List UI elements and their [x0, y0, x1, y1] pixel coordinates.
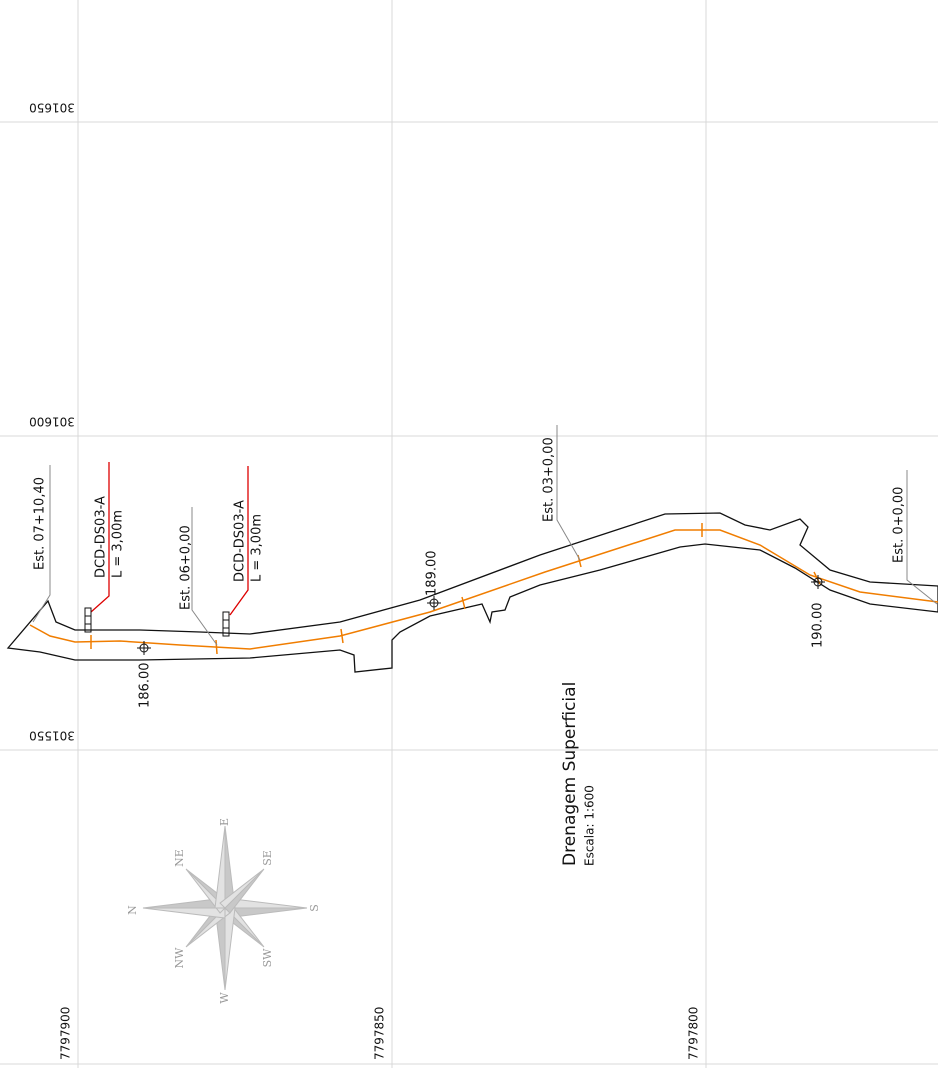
easting-label: 7797900 — [59, 1007, 73, 1060]
scale: Escala: 1:600 — [583, 785, 597, 866]
compass-label: NW — [173, 947, 186, 969]
annotation: Est. 03+0,00 — [542, 437, 557, 522]
easting-label: 7797850 — [373, 1007, 387, 1060]
title: Drenagem Superficial — [560, 682, 580, 866]
drainage-centerline — [29, 529, 938, 650]
compass-point — [142, 907, 226, 919]
annotation: Est. 06+0,00 — [179, 525, 194, 610]
annotation: Est. 0+0,00 — [892, 487, 907, 563]
annotation: 186.00 — [138, 663, 153, 709]
compass-label: SW — [261, 948, 274, 968]
compass-label: W — [218, 992, 231, 1004]
annotation: 190.00 — [811, 603, 826, 649]
compass-point — [214, 825, 226, 909]
labels: 301650 301600 301550 7797900 7797850 7797800 E… — [29, 101, 906, 1061]
compass-point — [219, 868, 265, 909]
survey-markers — [137, 575, 825, 655]
easting-label: 7797800 — [687, 1007, 701, 1060]
inlets — [84, 607, 230, 637]
drain-leaders — [90, 462, 249, 616]
northing-label: 301600 — [29, 415, 75, 429]
compass-label: N — [126, 905, 139, 915]
compass-rose — [142, 825, 308, 991]
annotation: 189.00 — [425, 551, 440, 597]
station-leaders — [32, 425, 938, 646]
station-ticks — [90, 523, 821, 655]
compass-point — [224, 907, 236, 991]
road-outline — [6, 512, 938, 673]
annotation: L = 3,00m — [111, 510, 126, 578]
northing-label: 301650 — [29, 101, 75, 115]
northing-label: 301550 — [29, 729, 75, 743]
compass-label: E — [218, 818, 231, 826]
annotation: L = 3,00m — [250, 514, 265, 582]
compass-label: NE — [173, 849, 186, 867]
compass-label: SE — [261, 850, 274, 866]
compass-label: S — [308, 904, 321, 912]
annotation: DCD-DS03-A — [94, 496, 109, 578]
annotation: Est. 07+10,40 — [33, 477, 48, 570]
annotation: DCD-DS03-A — [233, 500, 248, 582]
